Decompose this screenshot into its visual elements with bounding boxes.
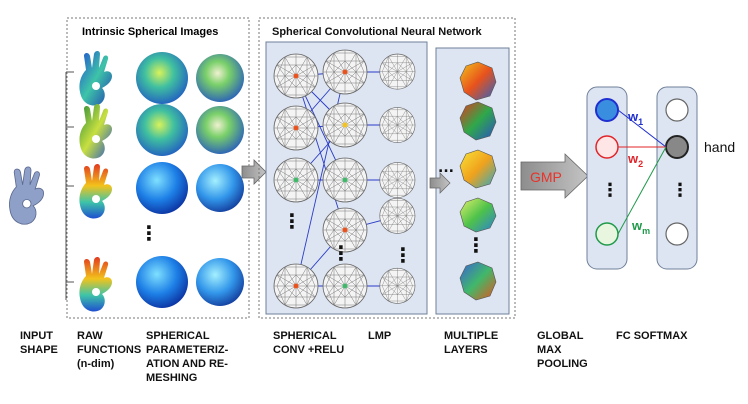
- gmp-arrow: [520, 153, 589, 199]
- weight-line-1: [617, 109, 667, 148]
- weight-label-2: w2: [627, 151, 643, 169]
- fc-out-node-1: [665, 98, 689, 122]
- fc-output-column: [656, 86, 698, 270]
- arrow-to-scnn: [241, 159, 267, 185]
- remeshed-sphere-3: [196, 164, 244, 212]
- intrinsic-ellipsis: ⋮: [139, 221, 159, 245]
- fc-out-node-hand: [665, 135, 689, 159]
- raw-function-hand-4: [79, 257, 112, 312]
- spherical-image-4: [136, 256, 188, 308]
- svg-text:LAYERS: LAYERS: [444, 344, 488, 356]
- fc-node-2: [595, 135, 619, 159]
- caption-input-shape: INPUT SHAPE: [20, 330, 58, 356]
- remeshed-sphere-2: [196, 106, 244, 154]
- remeshed-sphere-1: [196, 54, 244, 102]
- caption-raw-functions: RAW FUNCTIONS (n-dim): [77, 330, 141, 370]
- fc-node-m: [595, 222, 619, 246]
- input-hand-icon: [8, 166, 45, 225]
- layers-col-ellipsis: ⋮: [466, 233, 486, 257]
- svg-text:INPUT: INPUT: [20, 330, 53, 342]
- lmp-ellipsis: ⋮: [393, 243, 413, 267]
- svg-text:FUNCTIONS: FUNCTIONS: [77, 344, 141, 356]
- caption-lmp: LMP: [368, 330, 391, 342]
- scnn-panel: [258, 17, 516, 319]
- gmp-label: GMP: [530, 169, 562, 185]
- svg-text:PARAMETERIZ-: PARAMETERIZ-: [146, 344, 229, 356]
- svg-text:MESHING: MESHING: [146, 372, 197, 384]
- svg-text:ATION AND RE-: ATION AND RE-: [146, 358, 228, 370]
- caption-global-max-pooling: GLOBAL MAX POOLING: [537, 330, 588, 370]
- layers-ellipsis: ...: [438, 160, 454, 176]
- fc-output-ellipsis: ⋮: [671, 180, 689, 201]
- fc-input-column: [586, 86, 628, 270]
- spherical-image-3: [136, 162, 188, 214]
- svg-text:POOLING: POOLING: [537, 358, 588, 370]
- svg-text:CONV +RELU: CONV +RELU: [273, 344, 344, 356]
- caption-fc-softmax: FC SOFTMAX: [616, 330, 688, 342]
- raw-function-hand-1: [79, 51, 112, 106]
- input-bracket: [65, 71, 74, 300]
- svg-text:FC SOFTMAX: FC SOFTMAX: [616, 330, 688, 342]
- fc-out-node-last: [665, 222, 689, 246]
- output-class-label: hand: [704, 139, 735, 155]
- svg-text:GLOBAL: GLOBAL: [537, 330, 584, 342]
- fc-node-1: [595, 98, 619, 122]
- fc-input-ellipsis: ⋮: [601, 180, 619, 201]
- svg-text:SHAPE: SHAPE: [20, 344, 58, 356]
- conv-col2-ellipsis: ⋮: [331, 241, 351, 265]
- activation-dots: [293, 69, 348, 289]
- conv-col1-ellipsis: ⋮: [282, 209, 302, 233]
- spherical-image-1: [136, 52, 188, 104]
- caption-multiple-layers: MULTIPLE LAYERS: [444, 330, 498, 356]
- svg-text:LMP: LMP: [368, 330, 391, 342]
- weight-label-m: wm: [631, 218, 650, 236]
- spherical-image-2: [136, 104, 188, 156]
- raw-function-hand-3: [79, 164, 112, 219]
- raw-function-hand-2: [79, 104, 112, 159]
- scnn-title: Spherical Convolutional Neural Network: [272, 26, 483, 38]
- svg-text:MULTIPLE: MULTIPLE: [444, 330, 498, 342]
- svg-text:MAX: MAX: [537, 344, 562, 356]
- svg-text:SPHERICAL: SPHERICAL: [146, 330, 210, 342]
- remeshed-sphere-4: [196, 258, 244, 306]
- caption-spherical-param: SPHERICAL PARAMETERIZ- ATION AND RE- MES…: [146, 330, 229, 384]
- weight-line-m: [617, 146, 667, 235]
- svg-text:(n-dim): (n-dim): [77, 358, 115, 370]
- svg-text:SPHERICAL: SPHERICAL: [273, 330, 337, 342]
- caption-spherical-conv: SPHERICAL CONV +RELU: [273, 330, 344, 356]
- weight-label-1: w1: [627, 109, 643, 127]
- arrow-to-layers: [429, 172, 451, 194]
- intrinsic-images-title: Intrinsic Spherical Images: [82, 26, 218, 38]
- svg-text:RAW: RAW: [77, 330, 103, 342]
- layer-polyhedra: [459, 61, 497, 301]
